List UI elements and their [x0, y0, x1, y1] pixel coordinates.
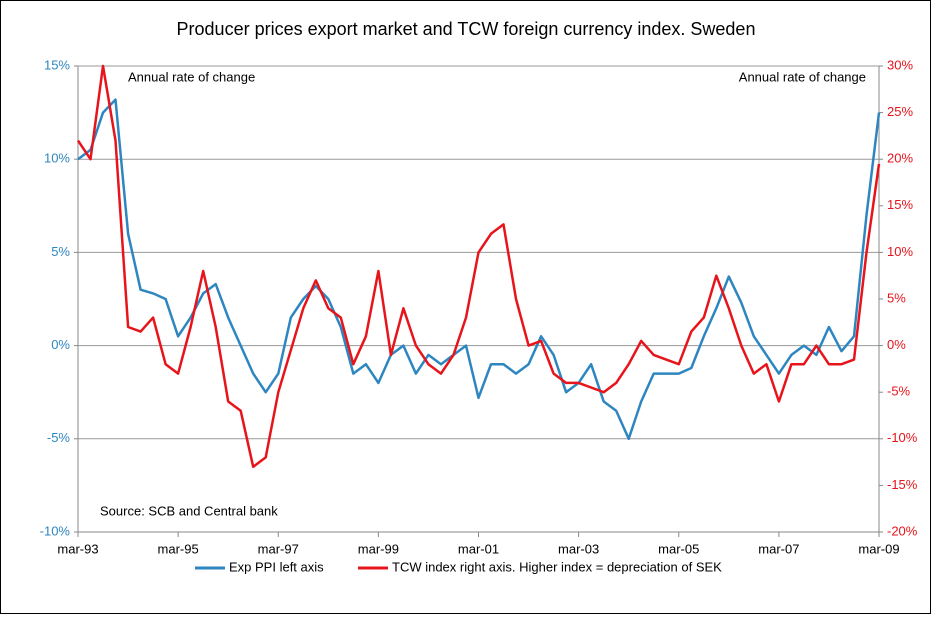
y2-tick-label: 20%	[887, 151, 913, 166]
x-tick-label: mar-97	[258, 541, 299, 556]
y2-tick-label: 10%	[887, 244, 913, 259]
x-tick-label: mar-09	[858, 541, 899, 556]
annotation: Annual rate of change	[739, 69, 866, 84]
y-tick-label: 15%	[44, 57, 70, 72]
y2-tick-label: -5%	[887, 384, 911, 399]
annotation: Source: SCB and Central bank	[100, 503, 278, 518]
line-series	[77, 98, 881, 441]
annotation: Annual rate of change	[128, 69, 255, 84]
y2-tick-label: 5%	[887, 290, 906, 305]
y2-tick-label: 25%	[887, 104, 913, 119]
y2-tick-label: 15%	[887, 197, 913, 212]
x-tick-label: mar-99	[358, 541, 399, 556]
x-tick-label: mar-05	[658, 541, 699, 556]
x-tick-label: mar-01	[458, 541, 499, 556]
x-tick-label: mar-07	[758, 541, 799, 556]
y2-tick-label: 0%	[887, 337, 906, 352]
y-tick-label: 10%	[44, 151, 70, 166]
x-tick-label: mar-93	[57, 541, 98, 556]
y2-tick-label: -10%	[887, 430, 918, 445]
x-tick-label: mar-03	[558, 541, 599, 556]
y-tick-label: 0%	[51, 337, 70, 352]
legend-label: TCW index right axis. Higher index = dep…	[392, 559, 722, 574]
legend-label: Exp PPI left axis	[229, 559, 324, 574]
y-tick-label: -10%	[40, 523, 71, 538]
chart-title: Producer prices export market and TCW fo…	[177, 19, 756, 39]
y2-tick-label: -20%	[887, 523, 918, 538]
y-tick-label: -5%	[47, 430, 71, 445]
y2-tick-label: 30%	[887, 57, 913, 72]
y-tick-label: 5%	[51, 244, 70, 259]
y2-tick-label: -15%	[887, 477, 918, 492]
x-tick-label: mar-95	[158, 541, 199, 556]
line-series	[76, 64, 881, 469]
